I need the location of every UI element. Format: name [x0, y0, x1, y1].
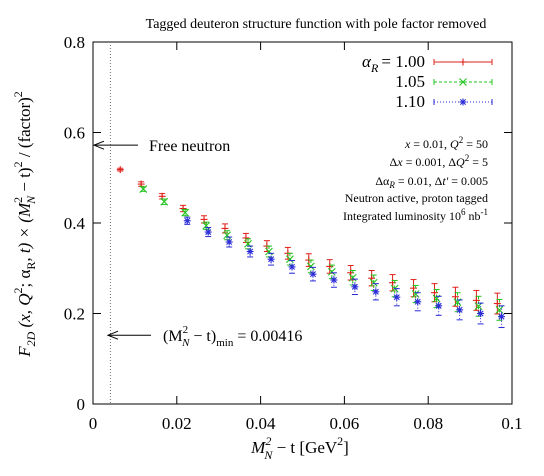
data-point [493, 300, 501, 308]
data-point [456, 306, 464, 314]
data-point [116, 166, 124, 174]
x-tick-label: 0.08 [413, 414, 443, 433]
y-axis-label: F2D (x, Q2; αR, t) × (M2N − t)2 / (facto… [11, 91, 38, 358]
x-axis-ticks: 0 0.02 0.04 0.06 0.08 0.1 [89, 42, 523, 433]
data-point [306, 262, 315, 271]
data-point [435, 302, 443, 310]
series-1.00 [116, 166, 501, 315]
data-point [472, 296, 480, 304]
min-value-label: (M2 N − t)min = 0.00416 [163, 324, 302, 349]
legend-marker [459, 58, 467, 66]
error-bar [351, 278, 358, 295]
error-bar [393, 288, 400, 307]
min-value-marker: (M2 N − t)min = 0.00416 [106, 324, 302, 349]
series-1.10 [183, 216, 506, 329]
data-point [477, 310, 485, 317]
legend-prefix: αR [362, 52, 379, 75]
data-series [116, 166, 506, 329]
legend-item-1.10: 1.10 [395, 92, 493, 111]
error-bar [205, 227, 212, 238]
error-bar [372, 283, 379, 301]
data-point [204, 228, 212, 236]
data-point [330, 276, 338, 284]
annotation-alpha-bins: ΔαR = 0.01, Δt' = 0.005 [375, 174, 488, 190]
data-point [414, 298, 422, 306]
data-point [498, 313, 506, 321]
min-value-arrowhead [106, 330, 119, 340]
error-bar [268, 252, 275, 266]
error-bar [330, 272, 337, 288]
legend: αR = 1.001.051.10 [362, 52, 493, 111]
y-tick-label: 0 [77, 395, 86, 414]
error-bar [477, 302, 484, 325]
data-point [351, 283, 359, 291]
x-tick-label: 0 [89, 414, 98, 433]
legend-item-1.00: = 1.00 [381, 52, 493, 71]
annotation-luminosity: Integrated luminosity 106 nb-1 [343, 207, 488, 223]
data-point [267, 255, 275, 263]
data-point [160, 197, 169, 206]
annotation-kinematics: x = 0.01, Q2 = 50 [404, 135, 488, 151]
chart-title: Tagged deuteron structure function with … [146, 17, 487, 32]
free-neutron-label: Free neutron [149, 138, 230, 155]
x-tick-label: 0.04 [246, 414, 276, 433]
x-axis-label: M2 N − t [GeV2] [250, 434, 349, 462]
legend-label: 1.05 [395, 72, 425, 91]
data-point [288, 263, 296, 271]
data-point [451, 293, 459, 301]
data-point [393, 293, 401, 301]
x-tick-label: 0.06 [330, 414, 360, 433]
x-tick-label: 0.02 [162, 414, 192, 433]
data-point [242, 234, 250, 242]
error-bar [226, 236, 233, 248]
data-point [139, 185, 148, 193]
free-neutron-marker: Free neutron [92, 138, 230, 155]
data-point [309, 270, 317, 278]
legend-label: = 1.00 [381, 52, 425, 71]
y-tick-label: 0.8 [64, 33, 85, 52]
error-bar [247, 245, 254, 258]
data-point [430, 289, 438, 297]
plot-frame [92, 41, 513, 405]
annotation-tagging: Neutron active, proton tagged [345, 191, 488, 205]
data-point [327, 267, 336, 276]
legend-marker [459, 78, 467, 86]
y-tick-label: 0.6 [64, 124, 85, 143]
y-tick-label: 0.2 [64, 305, 85, 324]
legend-label: 1.10 [395, 92, 425, 111]
data-point [372, 288, 380, 296]
x-tick-label: 0.1 [501, 414, 522, 433]
annotation-bins: Δx = 0.001, ΔQ2 = 5 [390, 153, 488, 169]
error-bar [182, 208, 189, 217]
error-bar [498, 305, 505, 329]
annotations: x = 0.01, Q2 = 50 Δx = 0.001, ΔQ2 = 5 Δα… [343, 135, 488, 223]
series-1.05 [139, 185, 504, 321]
data-point [183, 217, 191, 225]
y-axis-ticks: 0 0.2 0.4 0.6 0.8 [64, 33, 512, 414]
data-point [369, 278, 378, 287]
data-point [225, 238, 233, 246]
data-point [246, 248, 254, 256]
legend-item-1.05: 1.05 [395, 72, 493, 91]
data-point [181, 208, 190, 217]
y-tick-label: 0.4 [64, 214, 86, 233]
free-neutron-arrowhead [92, 140, 105, 150]
legend-marker [459, 98, 467, 106]
